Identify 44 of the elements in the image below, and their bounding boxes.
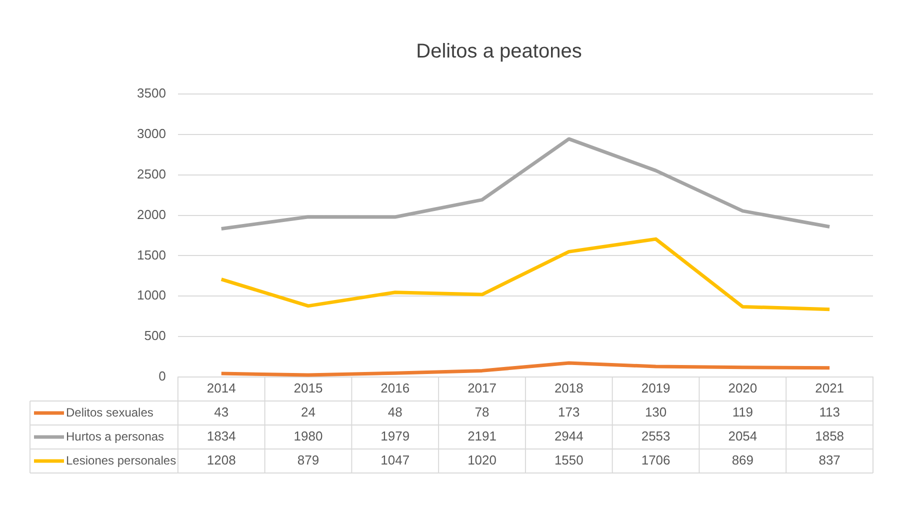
x-tick-label: 2018 (554, 380, 584, 396)
y-tick-label: 3500 (137, 86, 166, 101)
chart-title: Delitos a peatones (416, 40, 582, 63)
legend-label: Delitos sexuales (66, 405, 154, 420)
data-label: 2054 (728, 428, 758, 444)
data-label: 1208 (206, 452, 236, 468)
data-label: 1858 (815, 428, 844, 444)
y-tick-label: 2500 (137, 166, 166, 182)
data-label: 113 (819, 404, 840, 420)
data-label: 869 (732, 452, 754, 468)
x-tick-label: 2020 (728, 380, 758, 396)
x-tick-label: 2017 (468, 380, 496, 396)
data-label: 1834 (206, 428, 236, 444)
y-tick-label: 2000 (137, 206, 166, 222)
data-label: 1980 (294, 428, 323, 444)
data-label: 2191 (468, 428, 496, 444)
data-label: 1047 (380, 452, 410, 468)
data-label: 43 (214, 404, 229, 420)
y-tick-label: 3000 (137, 126, 166, 142)
data-label: 2944 (554, 428, 584, 444)
x-tick-label: 2016 (380, 380, 410, 396)
data-label: 1550 (554, 452, 584, 468)
legend-label: Lesiones personales (66, 453, 176, 468)
data-label: 2553 (641, 428, 670, 444)
data-label: 48 (388, 404, 402, 420)
x-tick-label: 2021 (815, 380, 844, 396)
y-tick-label: 1500 (137, 247, 166, 262)
data-label: 879 (297, 452, 320, 468)
data-label: 130 (644, 404, 667, 420)
y-tick-label: 500 (144, 328, 166, 344)
data-label: 1020 (468, 452, 496, 468)
legend-label: Hurtos a personas (66, 429, 164, 444)
data-label: 119 (732, 404, 754, 420)
x-tick-label: 2014 (206, 380, 236, 396)
data-label: 24 (301, 404, 316, 420)
data-label: 173 (558, 404, 580, 420)
y-tick-label: 1000 (137, 288, 166, 303)
x-tick-label: 2015 (294, 380, 323, 396)
data-label: 78 (474, 404, 490, 420)
data-label: 837 (818, 452, 840, 468)
x-tick-label: 2019 (641, 380, 670, 396)
data-label: 1979 (380, 428, 410, 444)
data-label: 1706 (641, 452, 670, 468)
y-tick-label: 0 (158, 368, 166, 384)
